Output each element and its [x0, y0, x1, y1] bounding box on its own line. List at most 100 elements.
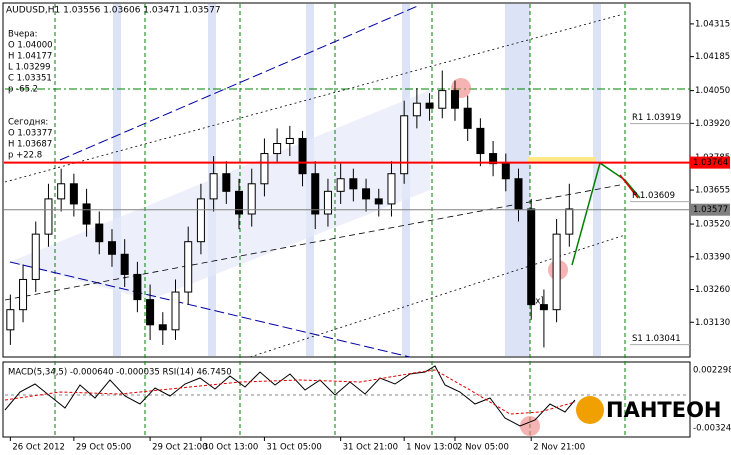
indicator-label: MACD(5,34,5) -0.000640 -0.000035 RSI(14)… [8, 368, 232, 378]
price-tag [690, 203, 730, 216]
candle-body [260, 153, 269, 185]
channel-line [4, 14, 621, 183]
candle-body [565, 208, 574, 235]
session-band [113, 4, 121, 356]
info-text: p -65.2 [8, 85, 38, 95]
candle-body [44, 198, 53, 235]
candle-body [298, 137, 307, 175]
candle-body [95, 223, 104, 243]
candle-body [336, 178, 345, 192]
oscillator-line [4, 365, 576, 427]
candle-body [222, 173, 231, 192]
y-tick-label: 1.03920 [695, 119, 730, 129]
candle-body [450, 90, 459, 109]
y-tick-label: 1.04185 [695, 52, 730, 62]
pivot-label: P 1.03609 [632, 191, 675, 201]
y-tick-label: 1.04315 [695, 19, 730, 29]
y-tick-label: 1.03520 [695, 220, 730, 230]
candle-body [184, 241, 193, 293]
chart-title: AUDUSD,H1 1.03556 1.03606 1.03471 1.0357… [6, 6, 221, 16]
y-tick-label: 1.03655 [695, 186, 730, 196]
logo: ПАНТЕОН [576, 396, 722, 424]
candle-body [514, 178, 523, 210]
forecast-path [619, 174, 639, 199]
candle-body [158, 324, 167, 331]
info-text: p +22.8 [8, 151, 42, 161]
candle-body [120, 253, 129, 275]
candle-body [552, 233, 561, 311]
candle-body [196, 198, 205, 243]
annotation: [x] [532, 297, 544, 307]
candle-body [476, 127, 485, 155]
x-tick-label: 2 Nov 05:00 [457, 443, 509, 453]
price-tag-label: 1.03577 [693, 205, 728, 215]
candle-body [323, 190, 332, 215]
trend-line [9, 261, 411, 358]
highlight-circle [520, 416, 540, 436]
candle-body [311, 173, 320, 215]
x-tick-label: 30 Oct 13:00 [203, 443, 258, 453]
candle-body [6, 309, 15, 331]
logo-text: ПАНТЕОН [606, 398, 722, 422]
candle-body [133, 273, 142, 301]
info-text: C 1.03351 [8, 74, 52, 84]
pivot-label: S1 1.03041 [632, 334, 681, 344]
candle-body [489, 153, 498, 165]
x-tick-label: 2 Nov 21:00 [533, 443, 585, 453]
indicator-axis-label: 0.002298 [693, 366, 731, 376]
candle-body [107, 241, 116, 255]
x-tick-label: 31 Oct 21:00 [343, 443, 398, 453]
price-tag-label: 1.03764 [693, 158, 728, 168]
candle-body [501, 163, 510, 180]
candle-body [146, 299, 155, 326]
candle-body [387, 173, 396, 205]
candle-body [31, 233, 40, 280]
info-text: O 1.04000 [8, 41, 53, 51]
indicator-panel [2, 361, 691, 438]
y-tick-label: 1.03390 [695, 252, 730, 262]
highlight [528, 157, 596, 163]
candle-body [69, 183, 78, 205]
trend-line [59, 4, 421, 161]
price-tag [690, 156, 730, 169]
info-text: H 1.04177 [8, 52, 52, 62]
candle-body [412, 102, 421, 117]
indicator-axis-label: -0.00324 [693, 424, 731, 434]
candle-body [285, 137, 294, 144]
info-text: Вчера: [8, 30, 38, 40]
x-tick-label: 29 Oct 05:00 [76, 443, 131, 453]
candle-body [209, 173, 218, 200]
forecast-path [571, 161, 641, 266]
candle-body [57, 183, 66, 200]
candle-body [171, 291, 180, 331]
x-tick-label: 31 Oct 05:00 [266, 443, 321, 453]
candle-body [247, 183, 256, 215]
candle-body [235, 190, 244, 215]
decorations [4, 4, 690, 436]
candle-body [82, 203, 91, 225]
info-text: L 1.03299 [8, 63, 51, 73]
x-tick-label: 26 Oct 2012 [12, 443, 65, 453]
channel-line [249, 234, 626, 358]
candle-body [19, 278, 28, 311]
candle-body [438, 90, 447, 109]
x-tick-label: 1 Nov 13:00 [406, 443, 458, 453]
y-tick-label: 1.04050 [695, 86, 730, 96]
candle-body [273, 142, 282, 155]
pivot-label: R1 1.03919 [632, 113, 681, 123]
session-band [593, 4, 601, 356]
y-tick-label: 1.03260 [695, 285, 730, 295]
candle-body [362, 188, 371, 200]
candle-body [374, 198, 383, 205]
candle-body [527, 208, 536, 306]
info-text: O 1.03377 [8, 129, 53, 139]
info-text: Сегодня: [8, 118, 48, 128]
y-tick-label: 1.03130 [695, 318, 730, 328]
candle-body [425, 102, 434, 109]
candle-body [400, 115, 409, 175]
candle-body [539, 304, 548, 311]
logo-icon [576, 396, 604, 424]
info-text: H 1.03687 [8, 140, 52, 150]
candle-body [463, 107, 472, 129]
